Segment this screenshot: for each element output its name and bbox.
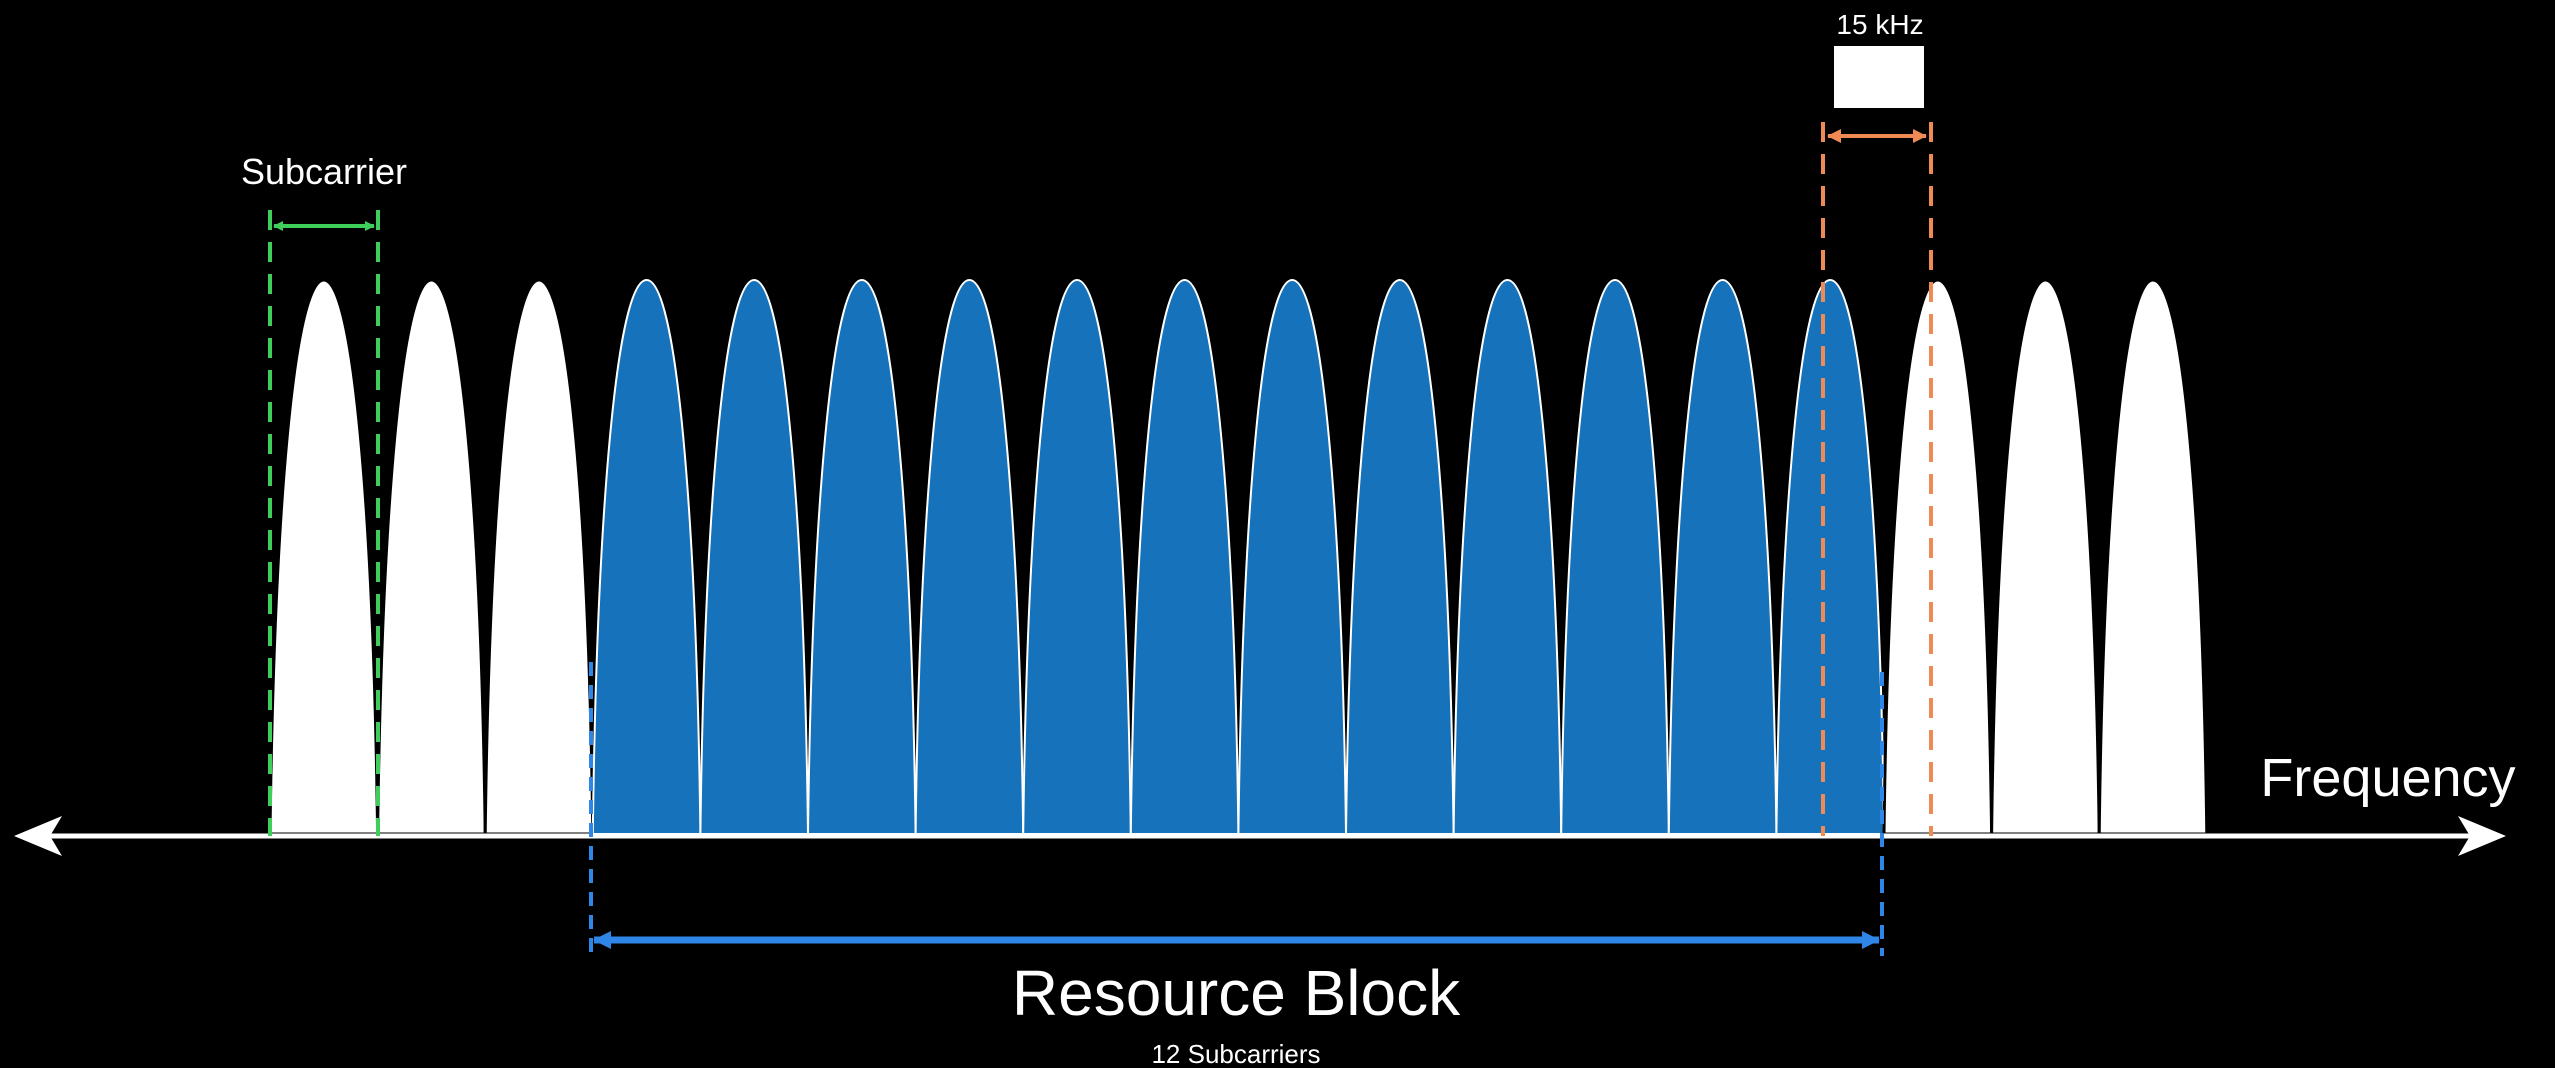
resource-block-subcarrier bbox=[1129, 278, 1240, 835]
resource-block-subcarrier bbox=[1452, 278, 1563, 835]
idle-subcarrier bbox=[268, 278, 380, 836]
idle-subcarrier bbox=[2097, 278, 2209, 836]
resource-block-subcarrier bbox=[591, 278, 702, 835]
axis-arrow-left bbox=[14, 816, 62, 856]
axis-arrow-right bbox=[2458, 816, 2506, 856]
idle-subcarrier bbox=[1990, 278, 2101, 836]
spacing-marker bbox=[1821, 46, 1933, 836]
resource-block-subcarrier bbox=[914, 278, 1025, 835]
subcarrier-lobes bbox=[268, 278, 2209, 836]
subcarrier-label: Subcarrier bbox=[241, 151, 407, 192]
subcarrier-marker bbox=[268, 210, 380, 836]
resource-block-sublabel: 12 Subcarriers bbox=[1151, 1039, 1320, 1068]
frequency-label: Frequency bbox=[2260, 748, 2515, 808]
resource-block-subcarrier bbox=[806, 278, 917, 835]
resource-block-subcarrier bbox=[1022, 278, 1132, 835]
spacing-label: 15 kHz bbox=[1836, 9, 1923, 40]
resource-block-subcarrier bbox=[1344, 278, 1455, 835]
spacing-box bbox=[1834, 46, 1924, 108]
resource-block-marker bbox=[589, 662, 1884, 956]
resource-block-subcarrier bbox=[699, 278, 810, 835]
idle-subcarrier bbox=[483, 278, 595, 836]
idle-subcarrier bbox=[376, 278, 487, 836]
resource-block-subcarrier bbox=[1560, 278, 1670, 835]
idle-subcarrier bbox=[1882, 278, 1994, 836]
frequency-axis bbox=[14, 816, 2506, 856]
resource-block-subcarrier bbox=[1237, 278, 1348, 835]
resource-block-label: Resource Block bbox=[1012, 957, 1461, 1029]
resource-block-subcarrier bbox=[1667, 278, 1778, 835]
resource-block-subcarrier bbox=[1775, 278, 1886, 835]
